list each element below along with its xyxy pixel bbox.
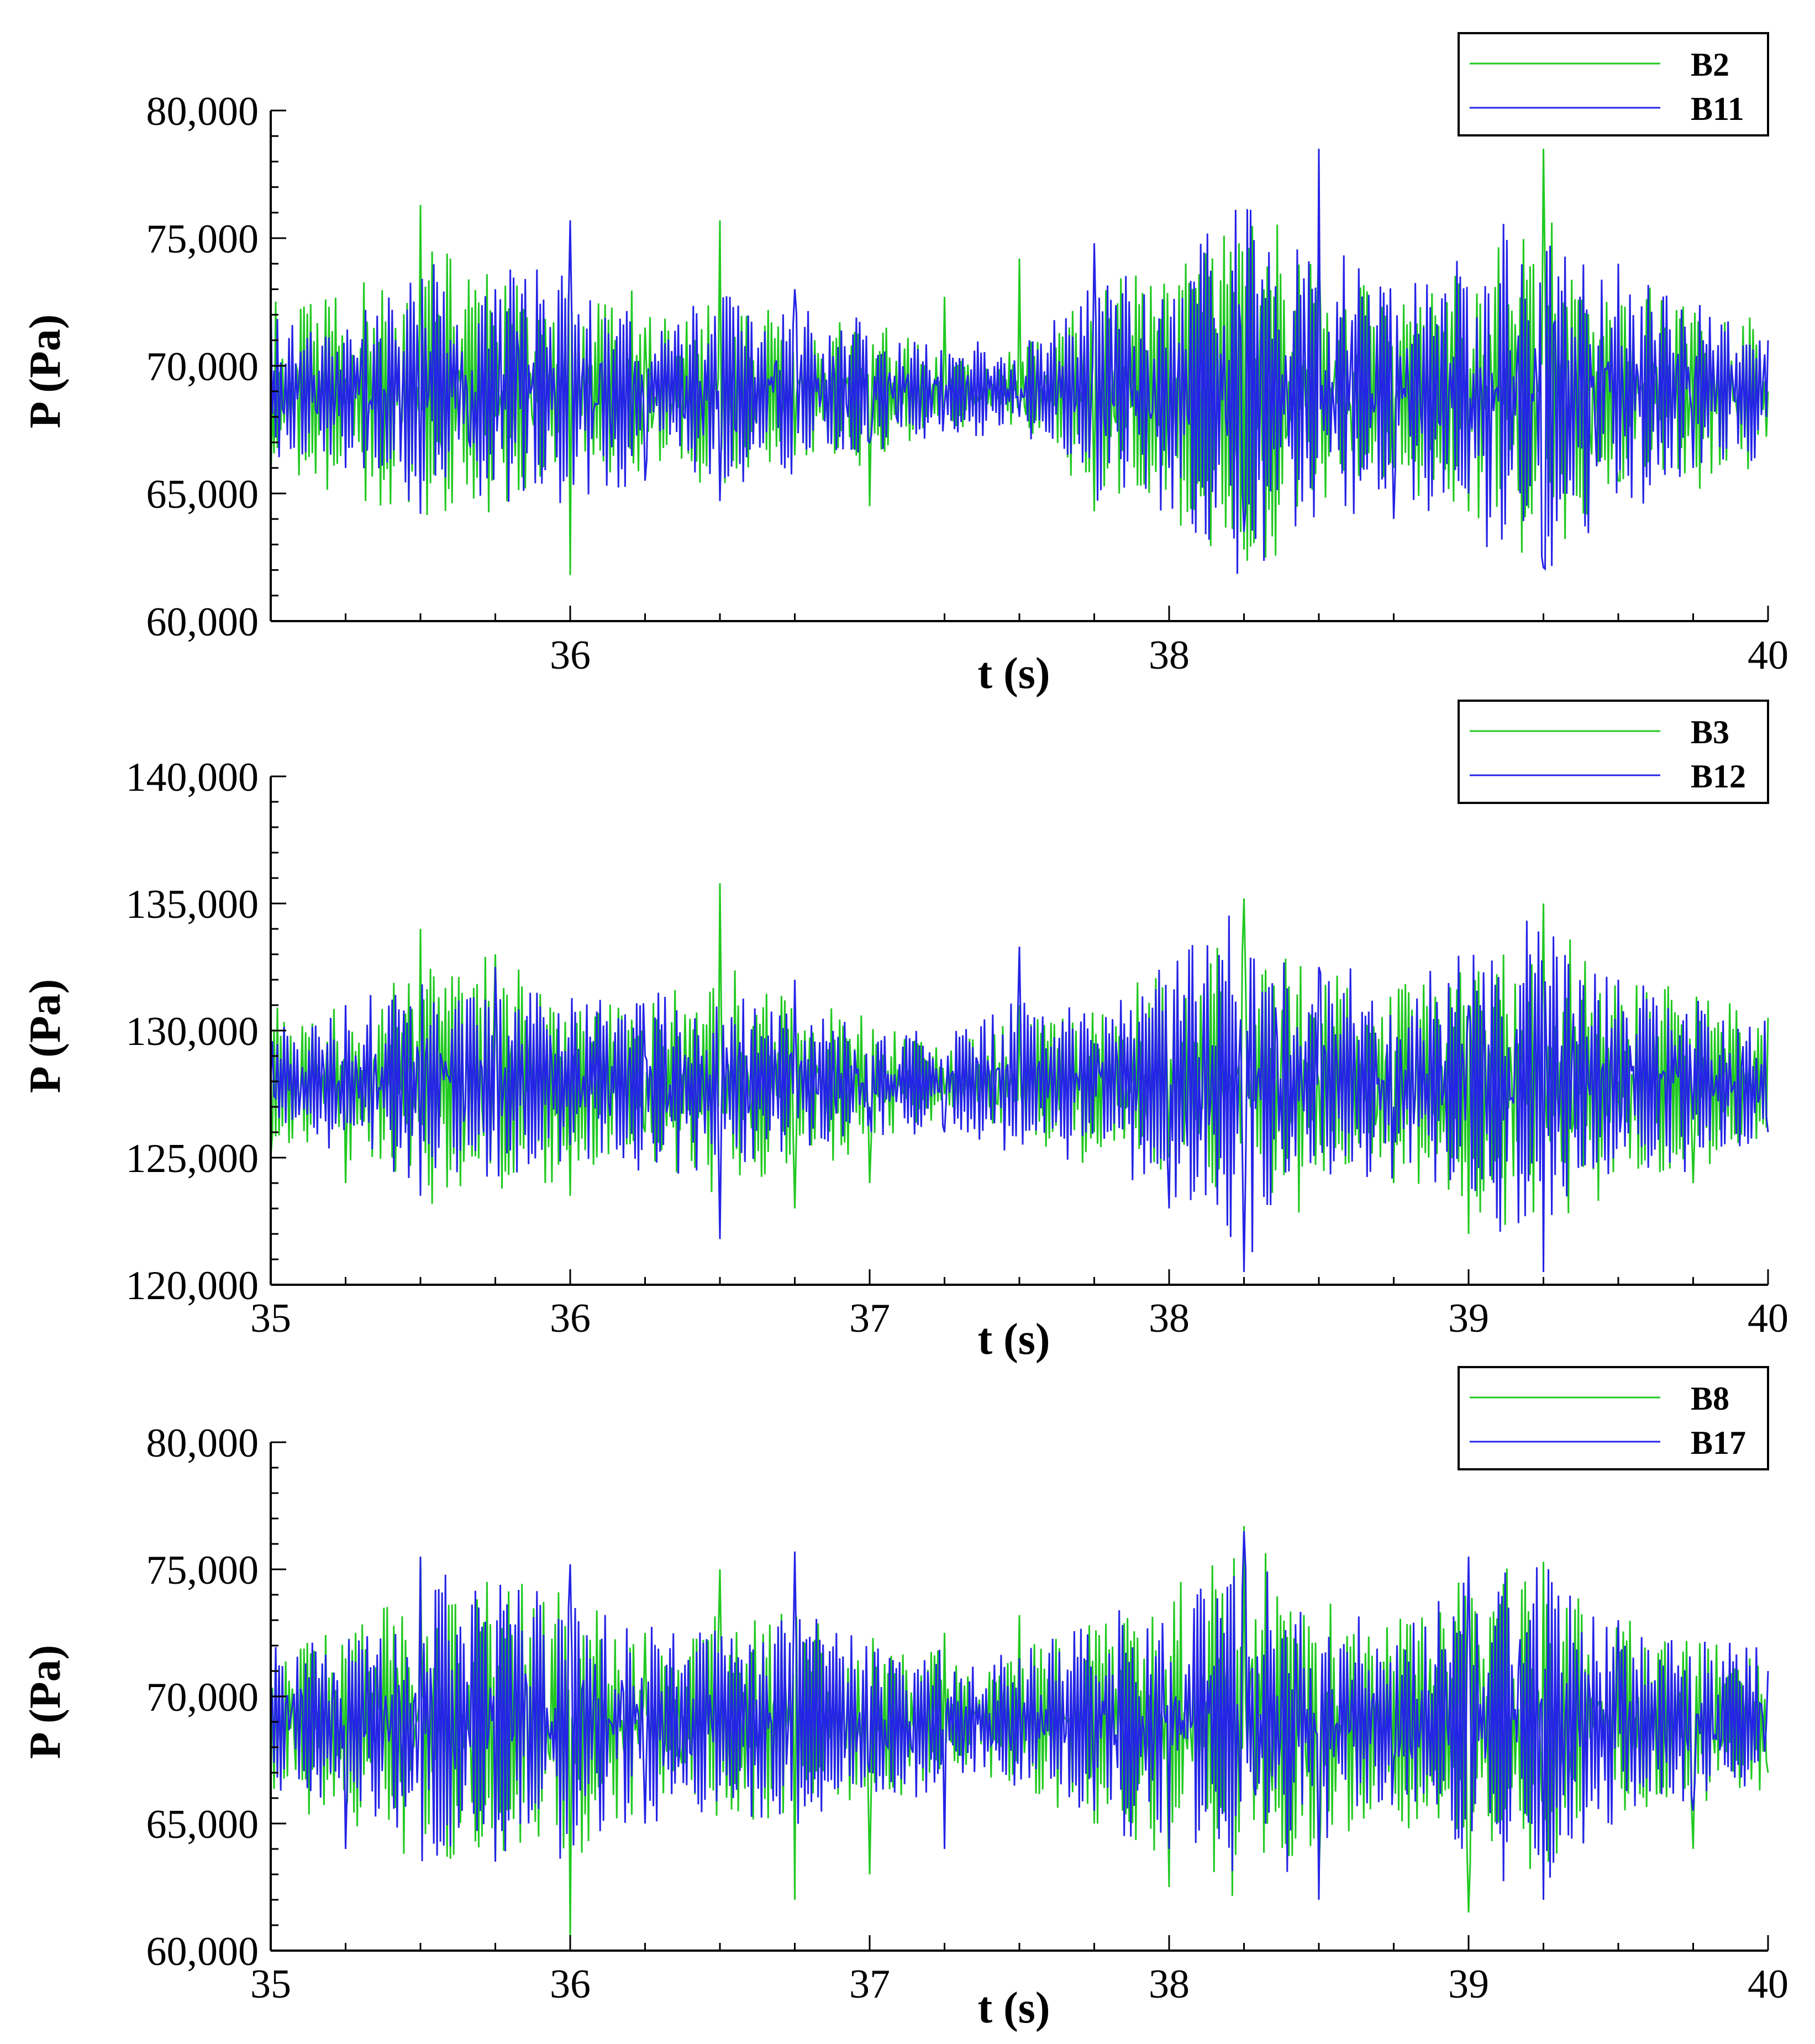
x-tick-label: 40 xyxy=(1748,633,1788,678)
x-tick-label: 38 xyxy=(1149,633,1190,678)
y-tick-label: 80,000 xyxy=(146,89,259,134)
chart-panel-2: 120,000 125,000 130,000 135,000 140,000 35 36 3… xyxy=(21,700,1788,1364)
x-tick-label: 39 xyxy=(1448,1296,1489,1341)
y-tick-label: 125,000 xyxy=(126,1136,259,1181)
y-tick-label: 75,000 xyxy=(146,1548,259,1593)
x-tick-label: 39 xyxy=(1448,1962,1489,2007)
y-axis-title: P (Pa) xyxy=(21,1645,70,1759)
legend-label-b3: B3 xyxy=(1691,714,1729,750)
x-axis-title: t (s) xyxy=(977,1984,1050,2032)
y-tick-label: 130,000 xyxy=(126,1009,259,1054)
series-line-b12 xyxy=(270,915,1769,1273)
y-tick-label: 140,000 xyxy=(126,755,259,800)
x-tick-label: 37 xyxy=(849,1296,890,1341)
chart-panel-3: 60,000 65,000 70,000 75,000 80,000 35 36 37 38 39… xyxy=(21,1366,1788,2032)
legend-label-b17: B17 xyxy=(1691,1425,1746,1461)
x-tick-label: 36 xyxy=(550,633,591,678)
x-tick-label: 36 xyxy=(550,1962,591,2007)
y-tick-label: 80,000 xyxy=(146,1421,259,1466)
x-tick-label: 40 xyxy=(1748,1962,1788,2007)
series-line-b8 xyxy=(270,1526,1769,1938)
legend-box xyxy=(1458,32,1769,136)
y-tick-label: 75,000 xyxy=(146,217,259,262)
y-axis-title: P (Pa) xyxy=(21,314,70,429)
y-tick-label: 65,000 xyxy=(146,1802,259,1847)
series-line-b11 xyxy=(270,149,1769,574)
x-axis-title: t (s) xyxy=(977,1315,1050,1364)
y-tick-label: 60,000 xyxy=(146,1929,259,1974)
y-tick-label: 70,000 xyxy=(146,344,259,390)
x-tick-label: 38 xyxy=(1149,1962,1190,2007)
legend-label-b11: B11 xyxy=(1691,91,1744,127)
y-tick-label: 60,000 xyxy=(146,600,259,645)
legend-box xyxy=(1458,700,1769,804)
y-tick-label: 120,000 xyxy=(126,1263,259,1309)
legend-label-b12: B12 xyxy=(1691,758,1746,795)
x-tick-label: 35 xyxy=(250,1296,291,1341)
x-tick-label: 38 xyxy=(1149,1296,1190,1341)
y-tick-label: 65,000 xyxy=(146,472,259,517)
y-axis-title: P (Pa) xyxy=(21,979,70,1094)
x-tick-label: 37 xyxy=(849,1962,890,2007)
y-tick-label: 135,000 xyxy=(126,882,259,927)
legend-label-b2: B2 xyxy=(1691,46,1729,83)
x-axis-title: t (s) xyxy=(977,649,1050,698)
y-tick-label: 70,000 xyxy=(146,1675,259,1720)
x-tick-label: 40 xyxy=(1748,1296,1788,1341)
chart-panel-1: 60,000 65,000 70,000 75,000 80,000 36 38 40 t (s… xyxy=(21,32,1788,698)
series-line-b17 xyxy=(270,1531,1769,1900)
legend-box xyxy=(1458,1366,1769,1470)
series-line-b2 xyxy=(270,149,1769,575)
x-tick-label: 36 xyxy=(550,1296,591,1341)
series-line-b3 xyxy=(270,883,1769,1234)
x-tick-label: 35 xyxy=(250,1962,291,2007)
legend-label-b8: B8 xyxy=(1691,1380,1729,1417)
